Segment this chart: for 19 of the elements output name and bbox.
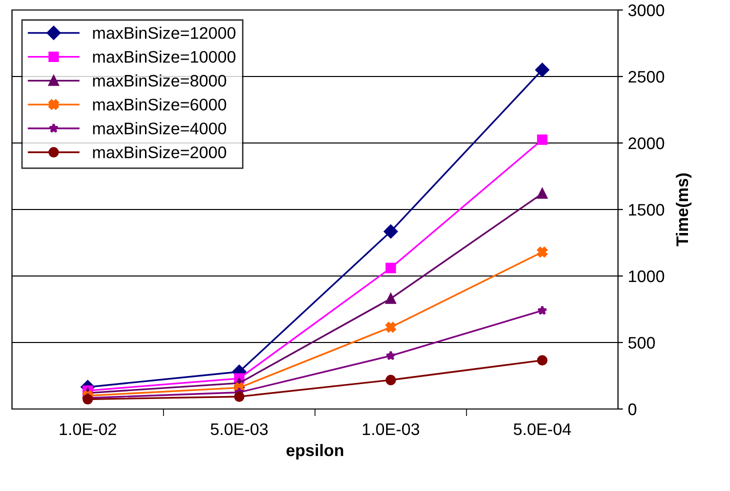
y-tick-label: 1500 <box>628 204 664 216</box>
y-tick-label: 1000 <box>628 270 664 282</box>
legend-label: maxBinSize=6000 <box>93 98 226 111</box>
x-tick-label: 1.0E-03 <box>362 423 420 436</box>
y-tick-label: 3000 <box>628 4 664 16</box>
x-axis-title: epsilon <box>286 444 344 460</box>
y-tick-label: 0 <box>628 403 636 416</box>
y-tick-label: 2000 <box>628 137 664 150</box>
legend-label: maxBinSize=4000 <box>93 122 226 134</box>
y-axis-title: Time(ms) <box>676 173 692 246</box>
x-tick-label: 5.0E-03 <box>210 423 268 436</box>
y-tick-label: 2500 <box>628 70 664 83</box>
legend-label: maxBinSize=8000 <box>93 74 226 87</box>
x-tick-label: 1.0E-02 <box>60 423 116 436</box>
legend-label: maxBinSize=2000 <box>93 146 226 158</box>
legend-label: maxBinSize=12000 <box>93 26 236 39</box>
y-tick-label: 500 <box>628 336 655 349</box>
x-tick-label: 5.0E-04 <box>514 423 571 436</box>
legend-label: maxBinSize=10000 <box>93 50 236 63</box>
